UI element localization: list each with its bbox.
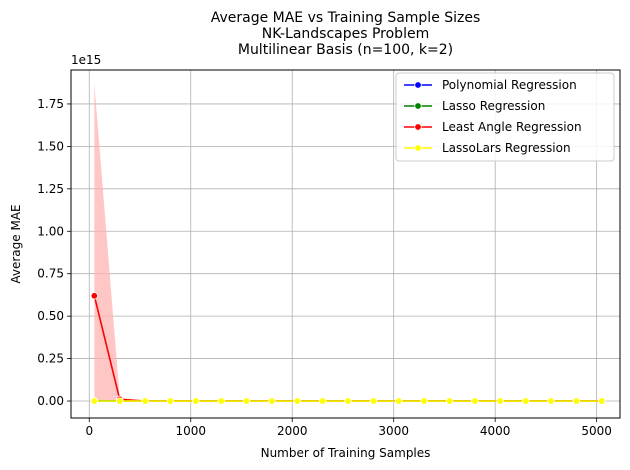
x-tick-label: 4000	[480, 424, 511, 438]
chart-title-line: Multilinear Basis (n=100, k=2)	[238, 42, 453, 58]
data-point	[268, 397, 276, 405]
data-point	[420, 397, 428, 405]
data-point	[445, 397, 454, 405]
y-tick-label: 1.25	[37, 182, 64, 196]
data-point	[471, 397, 479, 405]
legend: Polynomial Regression Lasso Regression Lea…	[395, 72, 615, 162]
data-point	[572, 397, 581, 405]
data-point	[242, 397, 251, 405]
y-tick-label: 0.00	[37, 394, 64, 408]
data-point	[521, 397, 530, 405]
x-tick-label: 2000	[277, 424, 308, 438]
y-axis-ticks: 0.00 0.25 0.50 0.75 1.00 1.25 1.50 1.75	[37, 97, 71, 408]
x-tick-label: 3000	[378, 424, 409, 438]
y-tick-label: 1.50	[37, 139, 64, 153]
y-tick-label: 0.25	[37, 352, 64, 366]
data-point	[90, 397, 99, 405]
y-tick-label: 0.75	[37, 267, 64, 281]
data-point	[344, 397, 352, 405]
data-point	[496, 397, 504, 405]
y-axis-label: Average MAE	[9, 204, 23, 283]
plot-area	[70, 69, 621, 419]
x-tick-label: 1000	[175, 424, 206, 438]
legend-label: Lasso Regression	[442, 99, 545, 113]
x-axis-ticks: 0 1000 2000 3000 4000 5000	[85, 418, 612, 438]
data-point	[116, 397, 124, 405]
legend-label: Least Angle Regression	[442, 120, 582, 134]
legend-marker	[414, 81, 422, 89]
legend-box	[395, 72, 615, 162]
x-axis-label: Number of Training Samples	[261, 446, 431, 460]
series-lines	[90, 292, 606, 405]
y-axis-scale-label: 1e15	[71, 53, 101, 67]
legend-marker	[414, 123, 422, 131]
y-tick-label: 0.50	[37, 309, 64, 323]
legend-label: LassoLars Regression	[442, 141, 571, 155]
data-point	[90, 292, 99, 300]
x-tick-label: 5000	[581, 424, 612, 438]
data-point	[318, 397, 327, 405]
data-point	[166, 397, 175, 405]
data-point	[598, 397, 606, 405]
legend-label: Polynomial Regression	[442, 78, 577, 92]
data-point	[192, 397, 200, 405]
data-point	[293, 397, 301, 405]
legend-marker	[414, 102, 422, 110]
data-point	[395, 397, 403, 405]
chart-title-line: NK-Landscapes Problem	[262, 26, 429, 42]
y-tick-label: 1.00	[37, 224, 64, 238]
chart-title: Average MAE vs Training Sample SizesNK-L…	[211, 10, 481, 58]
data-point	[141, 397, 149, 405]
y-tick-label: 1.75	[37, 97, 64, 111]
data-point	[217, 397, 225, 405]
series-line	[93, 295, 602, 402]
legend-marker	[414, 144, 422, 152]
data-point	[547, 397, 555, 405]
data-point	[369, 397, 378, 405]
x-tick-label: 0	[85, 424, 93, 438]
chart-title-line: Average MAE vs Training Sample Sizes	[211, 10, 481, 26]
